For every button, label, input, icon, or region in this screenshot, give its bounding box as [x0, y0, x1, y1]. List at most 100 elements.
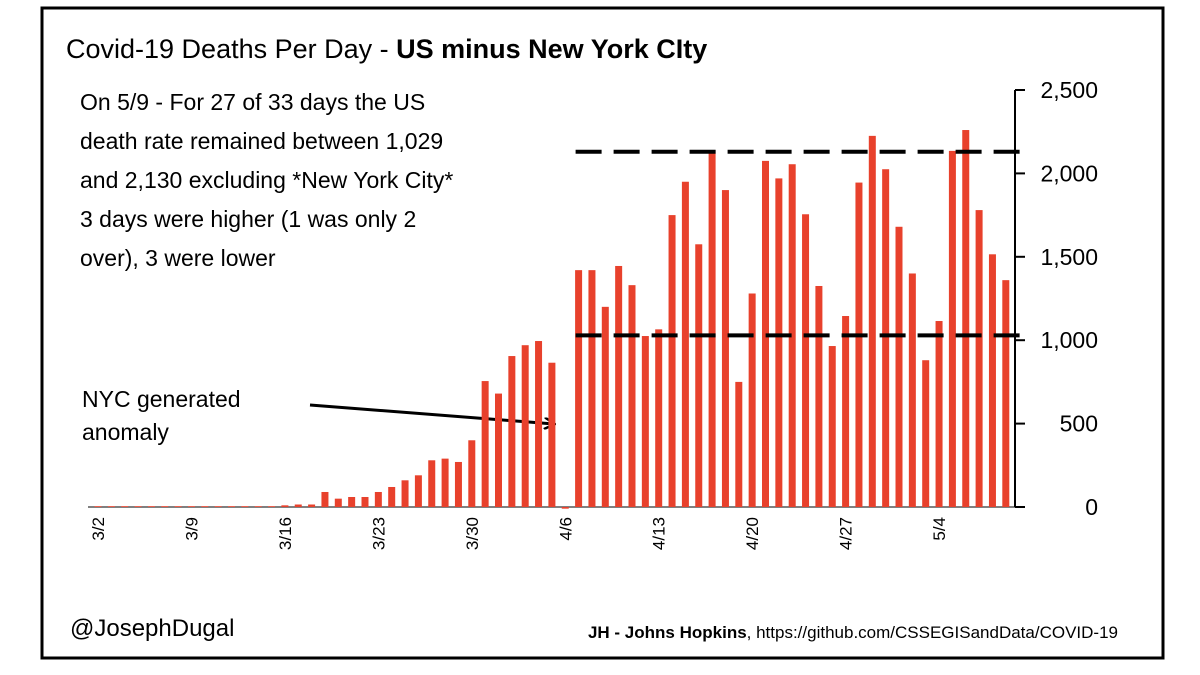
bar	[615, 265, 623, 507]
bar	[401, 480, 409, 507]
x-tick-label: 3/16	[276, 517, 295, 550]
bar	[575, 270, 583, 507]
bar	[641, 336, 649, 507]
bar	[975, 210, 983, 507]
bar	[388, 486, 396, 507]
bar	[775, 178, 783, 508]
bar	[748, 293, 756, 507]
bar	[468, 440, 476, 507]
bar	[187, 506, 195, 507]
bar	[441, 458, 449, 507]
bar	[521, 345, 529, 507]
title-bold: US minus New York CIty	[396, 34, 707, 64]
source-text: , https://github.com/CSSEGISandData/COVI…	[747, 623, 1118, 642]
bar	[428, 460, 436, 507]
x-tick-label: 3/9	[182, 517, 201, 541]
bar	[348, 496, 356, 507]
bar	[281, 505, 289, 507]
bar	[895, 226, 903, 507]
bar	[121, 506, 129, 507]
title-part: Covid-19 Deaths Per Day -	[66, 34, 396, 64]
bar	[334, 498, 342, 507]
bar	[147, 506, 155, 507]
x-tick-label: 4/20	[743, 517, 762, 550]
bar	[695, 244, 703, 508]
bar	[601, 306, 609, 507]
bar	[735, 381, 743, 507]
y-tick-label: 500	[1060, 411, 1098, 437]
bar	[815, 285, 823, 507]
bar	[495, 393, 502, 507]
x-tick-label: 3/23	[369, 517, 388, 550]
annotation-line: death rate remained between 1,029	[80, 128, 443, 154]
bar	[948, 150, 956, 507]
bar	[922, 360, 930, 507]
x-tick-label: 3/30	[463, 517, 482, 550]
bar	[481, 381, 489, 507]
bar	[882, 169, 890, 508]
bar	[321, 491, 329, 507]
annotation-line: 3 days were higher (1 was only 2	[80, 206, 416, 232]
arrow-label-line: anomaly	[82, 419, 169, 445]
bar	[628, 285, 636, 507]
x-tick-label: 4/13	[650, 517, 669, 550]
bar	[935, 321, 943, 507]
x-tick-label: 4/27	[837, 517, 856, 550]
bar	[174, 506, 182, 507]
bar	[254, 506, 262, 507]
bar	[962, 130, 970, 508]
bar	[228, 506, 235, 507]
chart-title: Covid-19 Deaths Per Day - US minus New Y…	[66, 34, 707, 64]
y-tick-label: 1,500	[1040, 244, 1098, 270]
bar	[908, 273, 916, 507]
arrow-label-line: NYC generated	[82, 386, 241, 412]
bar	[535, 341, 543, 507]
bar	[721, 190, 729, 507]
y-tick-label: 2,500	[1040, 77, 1098, 103]
bar	[214, 506, 222, 507]
annotation: On 5/9 - For 27 of 33 days the US death r…	[80, 89, 453, 271]
bar	[681, 181, 689, 508]
bar	[161, 506, 169, 507]
source: JH - Johns Hopkins, https://github.com/C…	[588, 623, 1118, 642]
x-tick-label: 4/6	[556, 517, 575, 541]
annotation-line: On 5/9 - For 27 of 33 days the US	[80, 89, 425, 115]
y-tick-label: 2,000	[1040, 160, 1098, 186]
bar	[708, 150, 716, 507]
bar	[655, 329, 663, 507]
y-tick-label: 1,000	[1040, 327, 1098, 353]
bar	[668, 215, 676, 507]
bar	[107, 506, 115, 507]
bar	[94, 506, 102, 507]
bar	[548, 362, 556, 507]
bar	[802, 214, 810, 508]
bar	[561, 507, 569, 509]
annotation-line: and 2,130 excluding *New York City*	[80, 167, 453, 193]
bar	[868, 135, 876, 507]
bar	[374, 491, 382, 507]
annotation-line: over), 3 were lower	[80, 245, 276, 271]
bar	[294, 504, 302, 507]
handle: @JosephDugal	[70, 615, 234, 642]
bar	[788, 164, 796, 507]
bar	[1002, 280, 1010, 507]
bar	[855, 182, 863, 507]
bar	[268, 506, 276, 507]
x-tick-label: 3/2	[89, 517, 108, 541]
bar	[454, 461, 462, 507]
bar	[361, 496, 369, 507]
arrow-label: NYC generated anomaly	[82, 386, 241, 445]
bar	[414, 475, 422, 507]
y-tick-label: 0	[1085, 494, 1098, 520]
bar	[988, 254, 996, 507]
source-bold: JH - Johns Hopkins	[588, 623, 747, 642]
bar	[762, 160, 769, 507]
bar	[134, 506, 142, 507]
x-tick-label: 5/4	[930, 517, 949, 541]
bar	[588, 270, 596, 507]
bar	[828, 346, 836, 507]
bar	[308, 504, 316, 507]
bar	[842, 316, 850, 507]
bar	[508, 356, 516, 507]
